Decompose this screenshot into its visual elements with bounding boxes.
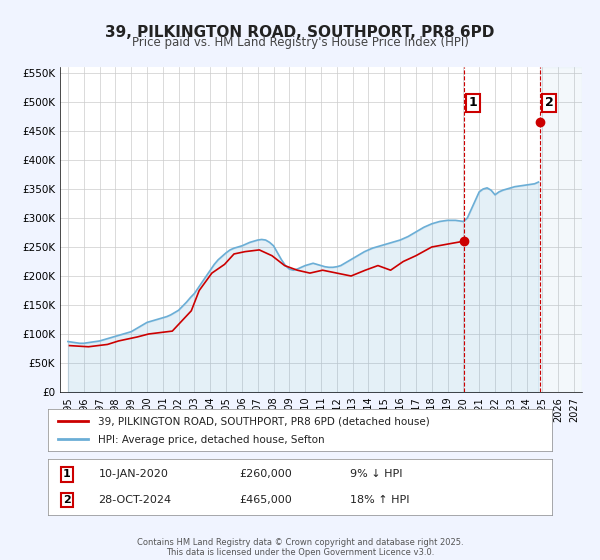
Text: 9% ↓ HPI: 9% ↓ HPI bbox=[350, 469, 403, 479]
Text: 18% ↑ HPI: 18% ↑ HPI bbox=[350, 495, 410, 505]
Text: 1: 1 bbox=[469, 96, 478, 109]
Text: 2: 2 bbox=[545, 96, 553, 109]
Text: 1: 1 bbox=[63, 469, 71, 479]
Text: Price paid vs. HM Land Registry's House Price Index (HPI): Price paid vs. HM Land Registry's House … bbox=[131, 36, 469, 49]
Text: HPI: Average price, detached house, Sefton: HPI: Average price, detached house, Seft… bbox=[98, 435, 325, 445]
Text: £260,000: £260,000 bbox=[239, 469, 292, 479]
Text: 2: 2 bbox=[63, 495, 71, 505]
Bar bbox=[540, 67, 582, 392]
Text: 10-JAN-2020: 10-JAN-2020 bbox=[98, 469, 168, 479]
Text: 39, PILKINGTON ROAD, SOUTHPORT, PR8 6PD: 39, PILKINGTON ROAD, SOUTHPORT, PR8 6PD bbox=[106, 25, 494, 40]
Text: 28-OCT-2024: 28-OCT-2024 bbox=[98, 495, 172, 505]
Text: 39, PILKINGTON ROAD, SOUTHPORT, PR8 6PD (detached house): 39, PILKINGTON ROAD, SOUTHPORT, PR8 6PD … bbox=[98, 417, 430, 426]
Text: £465,000: £465,000 bbox=[239, 495, 292, 505]
Text: Contains HM Land Registry data © Crown copyright and database right 2025.
This d: Contains HM Land Registry data © Crown c… bbox=[137, 538, 463, 557]
